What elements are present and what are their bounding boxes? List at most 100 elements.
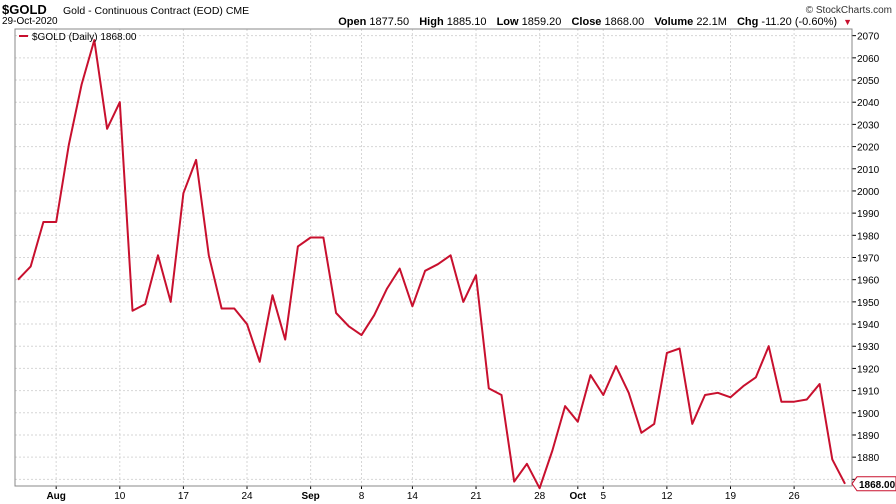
price-point bbox=[144, 303, 146, 305]
y-tick-label: 1910 bbox=[857, 387, 880, 398]
y-tick-label: 1990 bbox=[857, 209, 880, 220]
price-point bbox=[844, 483, 846, 485]
y-tick-label: 1930 bbox=[857, 342, 880, 353]
price-point bbox=[271, 294, 273, 296]
price-point bbox=[42, 221, 44, 223]
low-label: Low bbox=[496, 16, 519, 28]
stockcharts-credit[interactable]: © StockCharts.com bbox=[805, 5, 892, 16]
price-point bbox=[755, 376, 757, 378]
volume-value: 22.1M bbox=[696, 16, 727, 28]
chart-date: 29-Oct-2020 bbox=[2, 16, 58, 27]
price-point bbox=[310, 237, 312, 239]
price-point bbox=[55, 221, 57, 223]
price-point bbox=[297, 245, 299, 247]
ohlc-stats: Open 1877.50 High 1885.10 Low 1859.20 Cl… bbox=[331, 16, 852, 28]
price-point bbox=[602, 394, 604, 396]
x-tick-label: 5 bbox=[600, 491, 606, 502]
x-tick-label: 8 bbox=[359, 491, 365, 502]
price-point bbox=[221, 308, 223, 310]
price-point bbox=[335, 312, 337, 314]
x-tick-label: Aug bbox=[46, 491, 65, 502]
price-point bbox=[195, 159, 197, 161]
y-tick-label: 2070 bbox=[857, 32, 880, 43]
instrument-description: Gold - Continuous Contract (EOD) bbox=[63, 5, 223, 17]
legend-label: $GOLD (Daily) 1868.00 bbox=[32, 32, 137, 43]
price-point bbox=[666, 352, 668, 354]
price-point bbox=[780, 401, 782, 403]
chart-header: $GOLD Gold - Continuous Contract (EOD) C… bbox=[0, 2, 896, 18]
price-point bbox=[17, 279, 19, 281]
open-value: 1877.50 bbox=[369, 16, 410, 28]
price-point bbox=[157, 254, 159, 256]
price-point bbox=[246, 323, 248, 325]
price-point bbox=[729, 396, 731, 398]
price-point bbox=[742, 385, 744, 387]
instrument-name: Gold - Continuous Contract (EOD) CME bbox=[63, 5, 249, 17]
price-point bbox=[348, 325, 350, 327]
price-point bbox=[81, 83, 83, 85]
price-point bbox=[653, 423, 655, 425]
y-tick-label: 1950 bbox=[857, 298, 880, 309]
price-point bbox=[526, 463, 528, 465]
x-tick-label: 28 bbox=[534, 491, 546, 502]
price-point bbox=[539, 487, 541, 489]
price-point bbox=[322, 237, 324, 239]
price-point bbox=[450, 254, 452, 256]
price-point bbox=[628, 392, 630, 394]
plot-frame bbox=[14, 28, 853, 487]
price-point bbox=[691, 423, 693, 425]
x-tick-label: 21 bbox=[470, 491, 482, 502]
price-point bbox=[564, 405, 566, 407]
price-point bbox=[106, 128, 108, 130]
price-point bbox=[577, 421, 579, 423]
price-point bbox=[170, 301, 172, 303]
close-value: 1868.00 bbox=[604, 16, 645, 28]
y-tick-label: 1900 bbox=[857, 409, 880, 420]
price-point bbox=[551, 450, 553, 452]
last-value-tag bbox=[851, 476, 896, 492]
y-tick-label: 1940 bbox=[857, 320, 880, 331]
price-point bbox=[831, 458, 833, 460]
price-point bbox=[819, 383, 821, 385]
price-point bbox=[30, 265, 32, 267]
price-point bbox=[411, 305, 413, 307]
price-series-line bbox=[17, 39, 846, 490]
y-tick-label: 1920 bbox=[857, 364, 880, 375]
chart-subheader: 29-Oct-2020 Open 1877.50 High 1885.10 Lo… bbox=[0, 16, 896, 28]
y-tick-label: 1980 bbox=[857, 231, 880, 242]
price-point bbox=[513, 481, 515, 483]
price-point bbox=[399, 268, 401, 270]
x-tick-label: 26 bbox=[789, 491, 801, 502]
high-value: 1885.10 bbox=[446, 16, 487, 28]
price-point bbox=[386, 288, 388, 290]
price-point bbox=[500, 394, 502, 396]
price-point bbox=[284, 339, 286, 341]
y-tick-label: 1970 bbox=[857, 254, 880, 265]
price-point bbox=[704, 394, 706, 396]
low-value: 1859.20 bbox=[521, 16, 562, 28]
price-point bbox=[590, 374, 592, 376]
price-point bbox=[437, 263, 439, 265]
y-tick-label: 2010 bbox=[857, 165, 880, 176]
down-arrow-icon: ▼ bbox=[843, 17, 852, 27]
y-tick-label: 1880 bbox=[857, 453, 880, 464]
y-tick-label: 2000 bbox=[857, 187, 880, 198]
open-label: Open bbox=[338, 16, 367, 28]
price-point bbox=[640, 432, 642, 434]
price-point bbox=[208, 254, 210, 256]
price-point bbox=[462, 301, 464, 303]
price-point bbox=[488, 387, 490, 389]
price-point bbox=[679, 347, 681, 349]
last-value-label: 1868.00 bbox=[859, 480, 896, 491]
price-point bbox=[615, 365, 617, 367]
x-tick-label: 17 bbox=[178, 491, 190, 502]
y-tick-label: 2030 bbox=[857, 120, 880, 131]
price-point bbox=[119, 101, 121, 103]
x-tick-label: Sep bbox=[301, 491, 319, 502]
price-point bbox=[475, 274, 477, 276]
chg-label: Chg bbox=[736, 16, 759, 28]
chg-value: -11.20 (-0.60%) bbox=[761, 16, 838, 28]
price-point bbox=[233, 308, 235, 310]
y-tick-label: 2040 bbox=[857, 98, 880, 109]
